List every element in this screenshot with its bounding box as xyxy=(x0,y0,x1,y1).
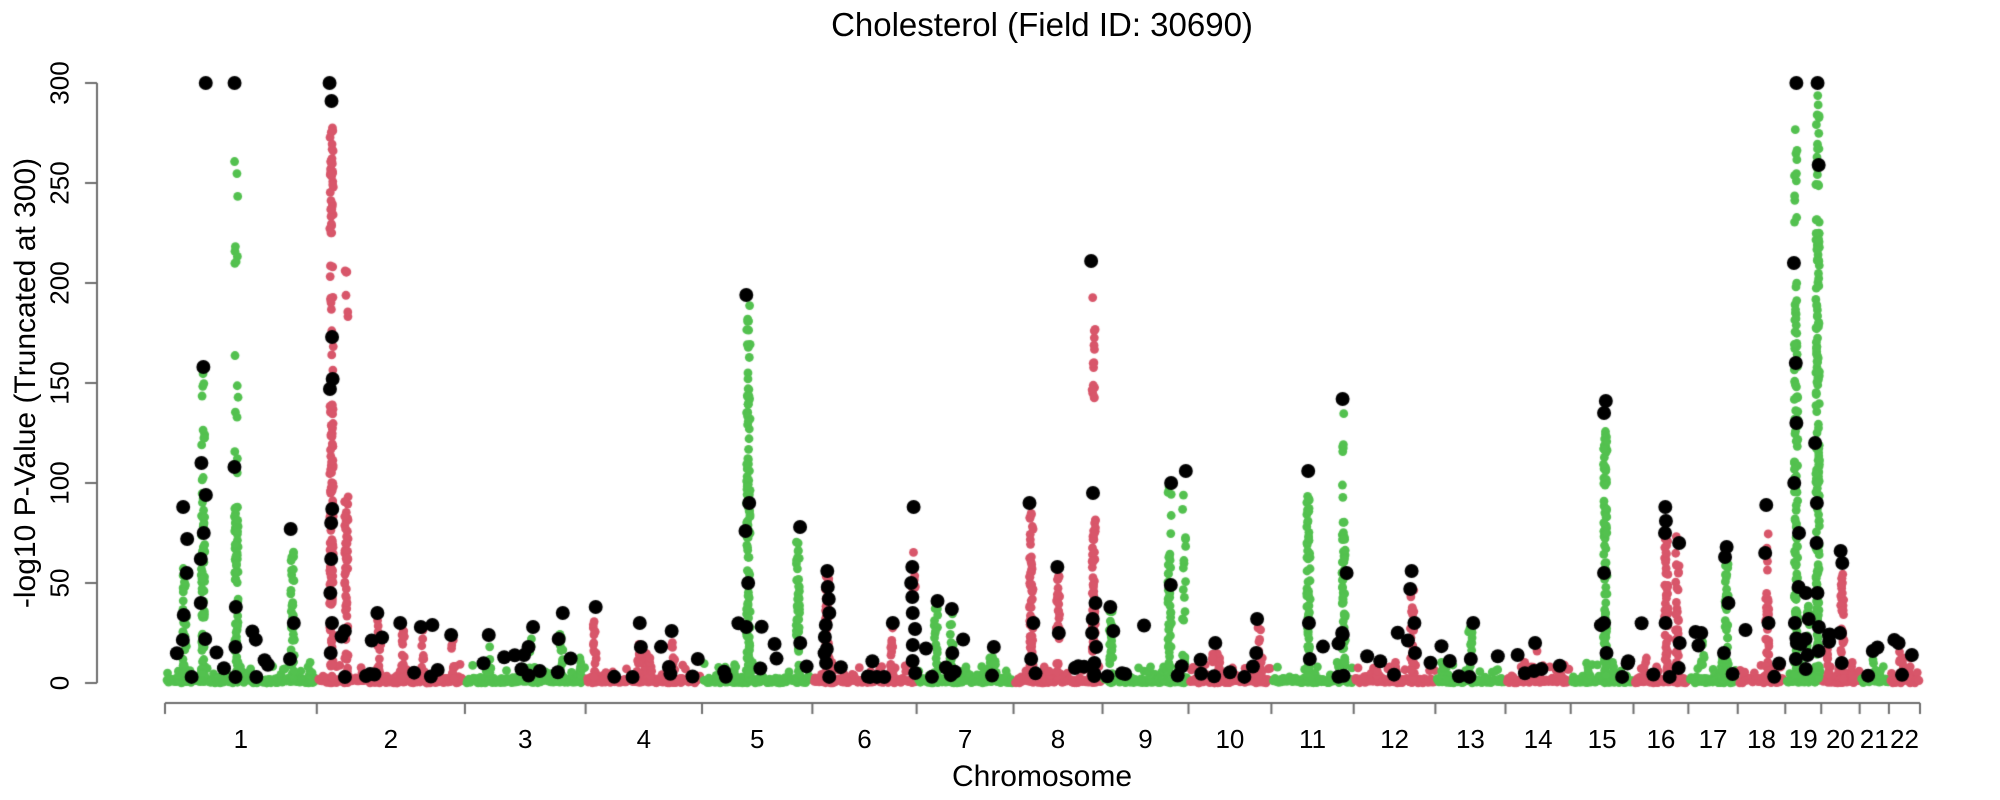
x-tick-label-chr4: 4 xyxy=(636,724,652,754)
x-tick-label-chr3: 3 xyxy=(518,724,533,754)
y-tick-label: 200 xyxy=(44,261,75,305)
x-tick-label-chr11: 11 xyxy=(1299,724,1327,754)
x-tick-label-chr7: 7 xyxy=(957,724,973,754)
chart-title: Cholesterol (Field ID: 30690) xyxy=(831,6,1253,43)
x-tick-label-chr13: 13 xyxy=(1455,724,1485,754)
x-tick-label-chr19: 19 xyxy=(1788,724,1818,754)
x-tick-label-chr1: 1 xyxy=(233,724,249,754)
x-tick-label-chr6: 6 xyxy=(857,724,872,754)
x-tick-label-chr8: 8 xyxy=(1050,724,1066,754)
x-tick-label-chr16: 16 xyxy=(1646,724,1676,754)
y-tick-label: 250 xyxy=(44,161,75,205)
x-tick-label-chr2: 2 xyxy=(383,724,399,754)
x-tick-label-chr22: 22 xyxy=(1889,724,1919,754)
x-tick-label-chr12: 12 xyxy=(1380,724,1409,754)
x-tick-label-chr5: 5 xyxy=(749,724,765,754)
y-tick-label: 100 xyxy=(44,461,75,505)
x-tick-label-chr9: 9 xyxy=(1138,724,1153,754)
x-tick-label-chr14: 14 xyxy=(1523,724,1553,754)
y-tick-label: 50 xyxy=(44,568,75,598)
x-tick-label-chr21: 21 xyxy=(1859,724,1889,754)
x-tick-label-chr18: 18 xyxy=(1747,724,1776,754)
x-tick-label-chr15: 15 xyxy=(1587,724,1617,754)
x-tick-label-chr10: 10 xyxy=(1215,724,1245,754)
x-axis-label: Chromosome xyxy=(951,760,1133,793)
x-tick-label-chr20: 20 xyxy=(1825,724,1855,754)
y-tick-label: 150 xyxy=(44,361,75,405)
x-tick-label-chr17: 17 xyxy=(1698,724,1728,754)
y-axis-label: -log10 P-Value (Truncated at 300) xyxy=(9,157,42,609)
y-tick-label: 300 xyxy=(44,61,75,105)
y-tick-label: 0 xyxy=(44,675,75,691)
